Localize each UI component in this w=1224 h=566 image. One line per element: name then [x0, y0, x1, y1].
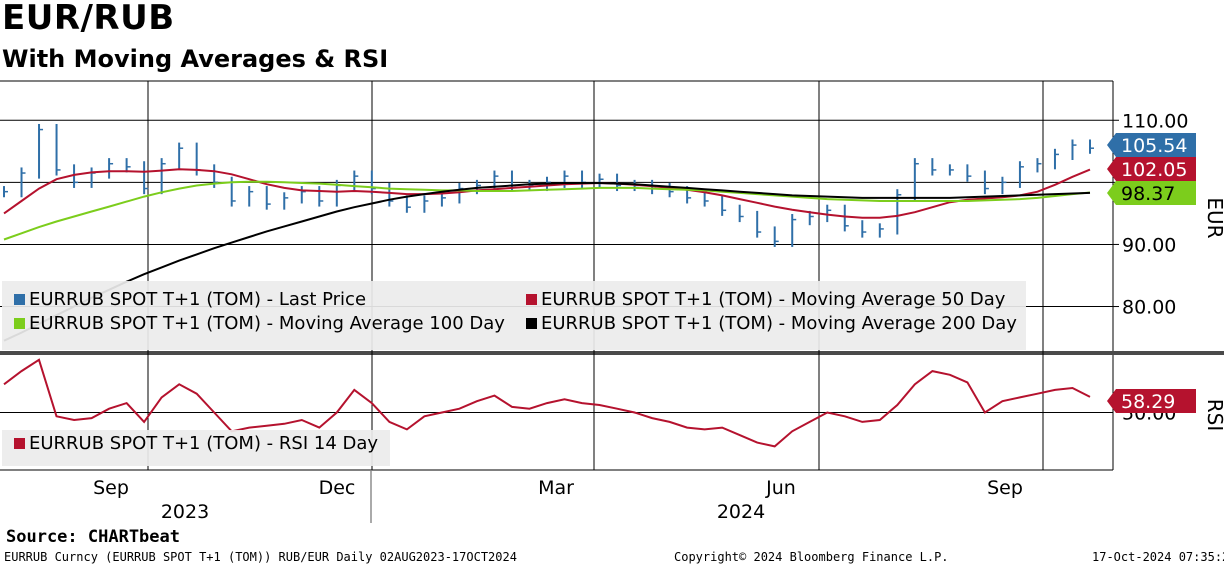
security-description: EURRUB Curncy (EURRUB SPOT T+1 (TOM)) RU…: [4, 550, 517, 564]
legend-label: EURRUB SPOT T+1 (TOM) - Last Price: [29, 289, 366, 310]
ma50-tag-bg: [1107, 157, 1196, 181]
year-label: 2023: [161, 501, 209, 523]
legend-label: EURRUB SPOT T+1 (TOM) - RSI 14 Day: [29, 433, 378, 454]
year-label: 2024: [717, 501, 765, 523]
ma100-tag: 98.37: [1107, 181, 1196, 205]
legend-label: EURRUB SPOT T+1 (TOM) - Moving Average 1…: [29, 313, 505, 334]
rsi-legend: EURRUB SPOT T+1 (TOM) - RSI 14 Day: [2, 430, 390, 466]
last-price-tag: 105.54: [1107, 133, 1196, 157]
chart-subtitle: With Moving Averages & RSI: [2, 45, 389, 73]
rsi-tag-bg: [1107, 389, 1196, 413]
ma100-line: [3, 180, 1091, 241]
ma100-tag-text: 98.37: [1121, 183, 1175, 205]
ma100-tag-bg: [1107, 181, 1196, 205]
legend-swatch: [14, 318, 25, 329]
legend-label: EURRUB SPOT T+1 (TOM) - Moving Average 5…: [541, 289, 1006, 310]
price-legend: EURRUB SPOT T+1 (TOM) - Last Price EURRUB…: [2, 281, 1026, 350]
last-price-tag-bg: [1107, 133, 1196, 157]
rsi-axis-label: RSI: [1203, 399, 1224, 432]
month-label: Dec: [319, 477, 356, 499]
vertical-gridlines: [147, 81, 1044, 470]
x-axis-labels: Sep Dec Mar Jun Sep 2023 2024: [93, 471, 1023, 523]
month-label: Mar: [538, 477, 574, 499]
rsi-line: [3, 358, 1091, 448]
timestamp: 17-Oct-2024 07:35:23: [1092, 550, 1224, 564]
ma50-tag-text: 102.05: [1121, 159, 1187, 181]
rsi-tag-text: 58.29: [1121, 391, 1175, 413]
legend-swatch: [14, 438, 25, 449]
ma200-line: [3, 182, 1091, 342]
price-tick-label: 110.00: [1122, 110, 1188, 132]
legend-swatch: [526, 318, 537, 329]
panel-divider[interactable]: [0, 351, 1224, 355]
copyright-note: Copyright© 2024 Bloomberg Finance L.P.: [674, 550, 949, 564]
moving-average-lines: [3, 168, 1091, 342]
last-price-tag-text: 105.54: [1121, 135, 1187, 157]
month-label: Sep: [987, 477, 1023, 499]
price-axis-label: EUR: [1203, 197, 1224, 238]
price-legend-bg: [2, 281, 1026, 350]
legend-swatch: [526, 294, 537, 305]
price-tick-label: 80.00: [1122, 297, 1176, 319]
panel-frame: [0, 80, 1224, 471]
rsi-legend-bg: [2, 430, 390, 466]
rsi-series-line: [3, 358, 1091, 448]
source-note: Source: CHARTbeat: [6, 527, 180, 547]
chart-title: EUR/RUB: [2, 0, 175, 38]
ma50-line: [3, 168, 1091, 219]
price-tick-label: 90.00: [1122, 234, 1176, 256]
ma50-tag: 102.05: [1107, 157, 1196, 181]
rsi-tag: 58.29: [1107, 389, 1196, 413]
legend-label: EURRUB SPOT T+1 (TOM) - Moving Average 2…: [541, 313, 1017, 334]
legend-swatch: [14, 294, 25, 305]
month-label: Jun: [765, 477, 796, 499]
month-label: Sep: [93, 477, 129, 499]
